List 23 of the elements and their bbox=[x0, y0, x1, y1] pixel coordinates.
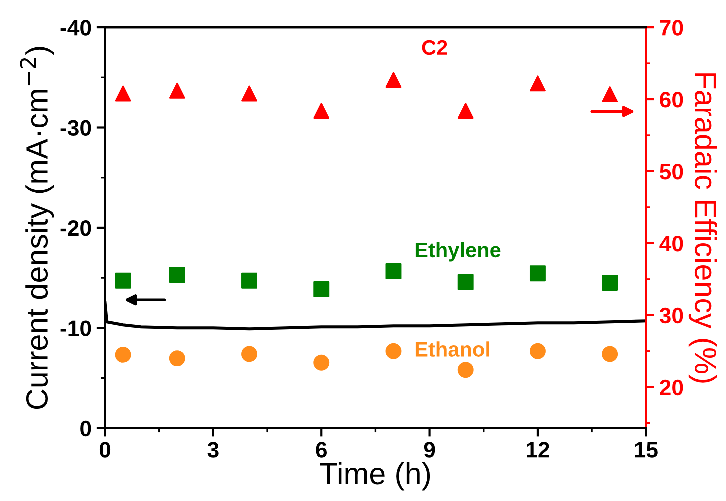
y-axis-title: Current density (mA·cm$^{−2}$) bbox=[20, 47, 54, 410]
y2-tick-label: 20 bbox=[660, 380, 684, 396]
y-tick-label: -20 bbox=[60, 220, 92, 236]
y-tick-label: -10 bbox=[60, 320, 92, 336]
y2-tick-label: 70 bbox=[660, 20, 684, 36]
series-label: C2 bbox=[422, 40, 448, 56]
x-tick-label: 9 bbox=[424, 442, 436, 458]
series-label: Ethanol bbox=[416, 342, 490, 357]
x-axis-title: Time (h) bbox=[320, 462, 430, 491]
y2-tick-label: 50 bbox=[660, 164, 684, 180]
x-tick-label: 15 bbox=[635, 442, 658, 458]
y2-tick-label: 30 bbox=[660, 308, 684, 324]
y-tick-label: -40 bbox=[60, 20, 92, 36]
x-tick-label: 3 bbox=[208, 442, 219, 458]
y2-axis-title: Faradaic Efficiency (%) bbox=[688, 74, 718, 383]
y2-tick-label: 60 bbox=[660, 92, 684, 108]
x-tick-label: 12 bbox=[527, 442, 550, 458]
y-tick-label: 0 bbox=[80, 420, 92, 437]
x-tick-label: 6 bbox=[316, 442, 327, 458]
x-tick-label: 0 bbox=[100, 442, 111, 458]
y-tick-label: -30 bbox=[60, 120, 92, 136]
y2-tick-label: 40 bbox=[660, 236, 684, 252]
series-label: Ethylene bbox=[416, 242, 501, 262]
